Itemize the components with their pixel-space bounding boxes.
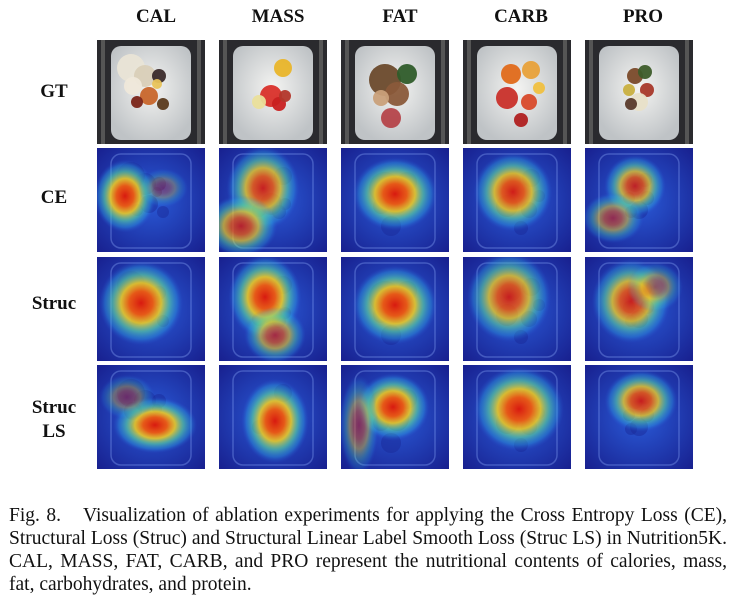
image-cell-gt-cal bbox=[97, 40, 205, 144]
image-cell-ce-fat bbox=[341, 148, 449, 252]
caption-text: Visualization of ablation experiments fo… bbox=[9, 505, 727, 595]
food-item bbox=[381, 108, 401, 128]
image-cell-gt-pro bbox=[585, 40, 693, 144]
food-item bbox=[638, 65, 652, 79]
row-header-line: CE bbox=[40, 187, 68, 208]
food-item bbox=[140, 87, 158, 105]
image-cell-struc-pro bbox=[585, 257, 693, 361]
food-item bbox=[625, 98, 637, 110]
row-header-ce: CE bbox=[14, 186, 94, 210]
image-cell-gt-mass bbox=[219, 40, 327, 144]
column-header-carb: CARB bbox=[494, 6, 548, 27]
image-cell-gt-carb bbox=[463, 40, 571, 144]
food-item bbox=[640, 83, 654, 97]
row-header-line: LS bbox=[42, 421, 66, 442]
image-cell-struc-carb bbox=[463, 257, 571, 361]
attention-heatmap bbox=[341, 365, 449, 469]
attention-heatmap bbox=[219, 257, 327, 361]
attention-heatmap bbox=[341, 148, 449, 252]
food-item bbox=[373, 90, 389, 106]
food-item bbox=[496, 87, 518, 109]
column-header-mass: MASS bbox=[251, 6, 305, 27]
plate bbox=[477, 46, 557, 140]
heatmap-hotspot bbox=[604, 370, 678, 432]
food-item bbox=[157, 98, 169, 110]
heatmap-hotspot bbox=[97, 159, 156, 233]
image-cell-struc-ls-pro bbox=[585, 365, 693, 469]
image-cell-gt-fat bbox=[341, 40, 449, 144]
figure-label: Fig. 8. bbox=[9, 505, 62, 526]
food-item bbox=[152, 79, 162, 89]
food-photo bbox=[341, 40, 449, 144]
food-photo bbox=[97, 40, 205, 144]
image-cell-struc-fat bbox=[341, 257, 449, 361]
column-header-pro: PRO bbox=[622, 6, 664, 27]
image-cell-ce-cal bbox=[97, 148, 205, 252]
attention-heatmap bbox=[341, 257, 449, 361]
food-item bbox=[124, 77, 142, 95]
row-header-struc: Struc bbox=[14, 292, 94, 316]
heatmap-hotspot bbox=[627, 261, 683, 313]
food-item bbox=[252, 95, 266, 109]
row-header-line: GT bbox=[40, 81, 68, 102]
food-photo bbox=[219, 40, 327, 144]
attention-heatmap bbox=[585, 257, 693, 361]
image-cell-struc-ls-fat bbox=[341, 365, 449, 469]
heatmap-hotspot bbox=[99, 374, 155, 420]
image-cell-struc-ls-cal bbox=[97, 365, 205, 469]
heatmap-hotspot bbox=[353, 157, 437, 231]
heatmap-hotspot bbox=[473, 152, 553, 232]
food-item bbox=[385, 82, 409, 106]
heatmap-hotspot bbox=[99, 261, 183, 345]
figure-caption: Fig. 8. Visualization of ablation experim… bbox=[9, 504, 727, 596]
food-item bbox=[623, 84, 635, 96]
food-item bbox=[501, 64, 521, 84]
heatmap-hotspot bbox=[244, 307, 306, 361]
attention-heatmap bbox=[97, 148, 205, 252]
attention-heatmap bbox=[463, 148, 571, 252]
attention-heatmap bbox=[219, 148, 327, 252]
image-cell-ce-carb bbox=[463, 148, 571, 252]
food-item bbox=[274, 59, 292, 77]
image-cell-ce-mass bbox=[219, 148, 327, 252]
row-header-line: Struc bbox=[31, 293, 77, 314]
image-cell-struc-ls-mass bbox=[219, 365, 327, 469]
food-item bbox=[522, 61, 540, 79]
food-item bbox=[533, 82, 545, 94]
image-cell-struc-mass bbox=[219, 257, 327, 361]
heatmap-hotspot bbox=[137, 168, 189, 208]
attention-heatmap bbox=[219, 365, 327, 469]
heatmap-hotspot bbox=[467, 257, 551, 342]
heatmap-hotspot bbox=[219, 195, 278, 252]
attention-heatmap bbox=[97, 257, 205, 361]
column-header-cal: CAL bbox=[135, 6, 177, 27]
food-photo bbox=[463, 40, 571, 144]
column-header-fat: FAT bbox=[382, 6, 418, 27]
attention-heatmap bbox=[463, 257, 571, 361]
heatmap-hotspot bbox=[585, 192, 644, 244]
heatmap-hotspot bbox=[341, 374, 379, 469]
heatmap-hotspot bbox=[353, 265, 437, 345]
food-item bbox=[397, 64, 417, 84]
attention-heatmap bbox=[463, 365, 571, 469]
attention-heatmap bbox=[97, 365, 205, 469]
row-header-struc-ls: Struc LS bbox=[14, 396, 94, 444]
attention-heatmap bbox=[585, 365, 693, 469]
row-header-line: Struc bbox=[31, 397, 77, 418]
image-cell-struc-cal bbox=[97, 257, 205, 361]
food-item bbox=[279, 90, 291, 102]
attention-heatmap bbox=[585, 148, 693, 252]
row-header-gt: GT bbox=[14, 80, 94, 104]
image-cell-struc-ls-carb bbox=[463, 365, 571, 469]
heatmap-hotspot bbox=[241, 379, 309, 463]
food-item bbox=[131, 96, 143, 108]
food-item bbox=[521, 94, 537, 110]
food-photo bbox=[585, 40, 693, 144]
image-cell-ce-pro bbox=[585, 148, 693, 252]
heatmap-hotspot bbox=[474, 367, 564, 451]
food-item bbox=[514, 113, 528, 127]
